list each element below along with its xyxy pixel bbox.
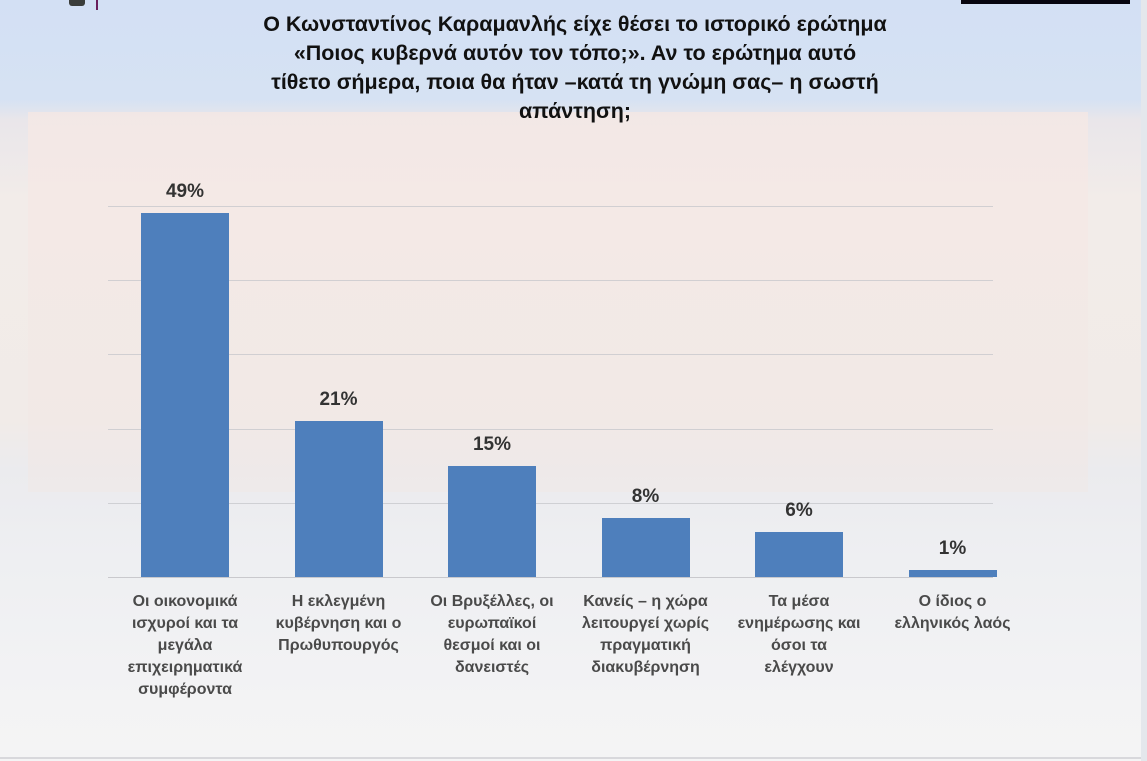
gridline	[108, 354, 993, 355]
slide-edge	[1141, 0, 1147, 761]
bar	[448, 465, 536, 577]
logo-cube-icon	[69, 0, 85, 6]
divider	[0, 757, 1147, 759]
bar	[294, 421, 383, 577]
category-label: Οι οικονομικά ισχυροί και τα μεγάλα επιχ…	[127, 593, 243, 698]
chart-title: Ο Κωνσταντίνος Καραμανλής είχε θέσει το …	[150, 10, 1000, 126]
category-label: Οι Βρυξέλλες, οι ευρωπαϊκοί θεσμοί και ο…	[430, 593, 554, 676]
title-line: «Ποιος κυβερνά αυτόν τον τόπο;». Αν το ε…	[293, 41, 857, 65]
gridline	[108, 280, 993, 281]
category-label: Ο ίδιος ο ελληνικός λαός	[894, 593, 1011, 632]
gridline	[108, 503, 993, 504]
title-line: απάντηση;	[519, 99, 631, 123]
gridline	[108, 206, 993, 207]
bar	[755, 532, 843, 577]
bar-value-label: 21%	[319, 389, 358, 411]
title-line: Ο Κωνσταντίνος Καραμανλής είχε θέσει το …	[263, 12, 887, 36]
title-line: τίθετο σήμερα, ποια θα ήταν –κατά τη γνώ…	[271, 70, 879, 94]
bar-value-label: 15%	[472, 433, 512, 455]
x-axis-line	[108, 577, 993, 578]
bar-value-label: 49%	[165, 181, 205, 203]
gridline	[108, 429, 993, 430]
bar-value-label: 1%	[938, 537, 967, 559]
category-label: Τα μέσα ενημέρωσης και όσοι τα ελέγχουν	[737, 593, 861, 676]
bar	[908, 569, 997, 577]
bar	[601, 517, 690, 577]
category-label: Η εκλεγμένη κυβέρνηση και ο Πρωθυπουργός	[275, 593, 402, 654]
category-label: Κανείς – η χώρα λειτουργεί χωρίς πραγματ…	[581, 593, 710, 676]
bar-value-label: 6%	[785, 500, 813, 522]
bar	[141, 213, 229, 577]
logo-divider	[96, 0, 98, 10]
bar-value-label: 8%	[631, 485, 660, 507]
top-black-bar	[961, 0, 1130, 4]
